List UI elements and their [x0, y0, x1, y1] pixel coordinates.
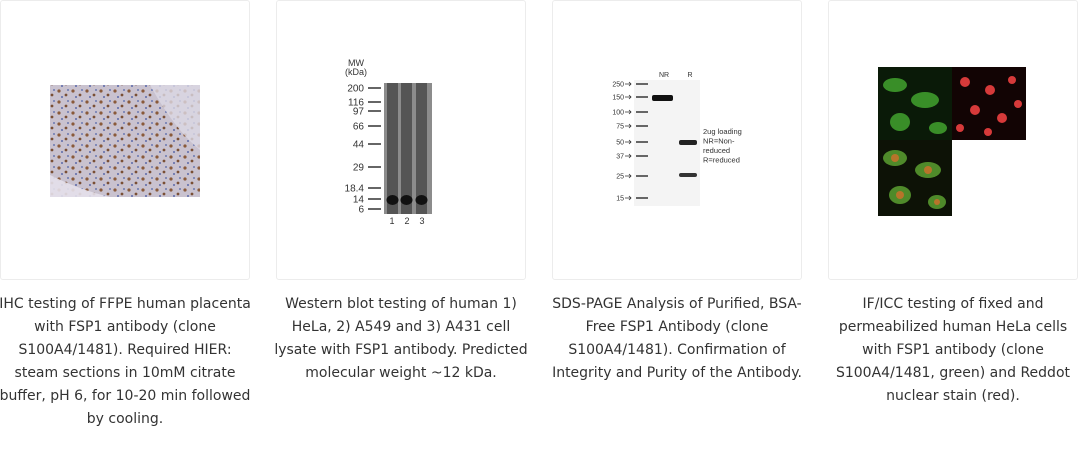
ladder-band	[636, 141, 648, 143]
marker-label: 25	[616, 174, 624, 181]
marker-label: 18.4	[345, 184, 365, 195]
marker-label: 100	[612, 110, 624, 117]
marker-label: 29	[353, 163, 365, 174]
marker-arrow	[625, 109, 632, 115]
mw-label: (kDa)	[345, 67, 367, 77]
note-line: NR=Non-	[703, 137, 735, 146]
marker-label: 66	[353, 122, 365, 133]
marker-label: 250	[612, 82, 624, 89]
marker-label: 116	[348, 98, 364, 109]
image-card[interactable]	[552, 0, 802, 280]
marker-label: 50	[616, 140, 624, 147]
if-image	[878, 67, 1026, 216]
mw-label: MW	[348, 58, 364, 68]
caption: IF/ICC testing of fixed and permeabilize…	[835, 296, 1070, 404]
note-line: 2ug loading	[703, 127, 742, 136]
lane-label: 1	[389, 216, 394, 226]
marker-arrow	[625, 81, 632, 87]
ladder-band	[636, 96, 648, 98]
ladder-band	[636, 197, 648, 199]
marker-arrow	[625, 123, 632, 129]
caption: IHC testing of FFPE human placenta with …	[0, 296, 251, 427]
marker-label: 6	[358, 205, 364, 216]
ladder-band	[636, 175, 648, 177]
marker-label: 150	[612, 95, 624, 102]
image-card[interactable]	[0, 0, 250, 280]
ladder-band	[636, 83, 648, 85]
marker-arrow	[625, 94, 632, 100]
caption: SDS-PAGE Analysis of Purified, BSA-Free …	[552, 296, 802, 381]
image-card[interactable]	[276, 0, 526, 280]
lane-label: R	[687, 72, 692, 79]
marker-label: 14	[353, 195, 365, 206]
note-line: reduced	[703, 146, 730, 155]
marker-label: 37	[616, 154, 624, 161]
marker-label: 200	[347, 84, 364, 95]
marker-label: 44	[353, 140, 365, 151]
image-card[interactable]	[828, 0, 1078, 280]
ladder-band	[636, 155, 648, 157]
marker-label: 15	[616, 196, 624, 203]
marker-label: 97	[353, 107, 365, 118]
lane-label: 3	[419, 216, 424, 226]
lane-label: 2	[404, 216, 409, 226]
marker-arrow	[625, 173, 632, 179]
note-line: R=reduced	[703, 156, 740, 165]
marker-arrow	[625, 195, 632, 201]
western-blot-image	[384, 83, 432, 214]
ladder-band	[636, 111, 648, 113]
caption: Western blot testing of human 1) HeLa, 2…	[274, 296, 528, 381]
marker-label: 75	[616, 124, 624, 131]
ladder-band	[636, 125, 648, 127]
marker-arrow	[625, 139, 632, 145]
marker-arrow	[625, 153, 632, 159]
lane-label: NR	[659, 72, 669, 79]
ihc-image	[50, 85, 200, 197]
